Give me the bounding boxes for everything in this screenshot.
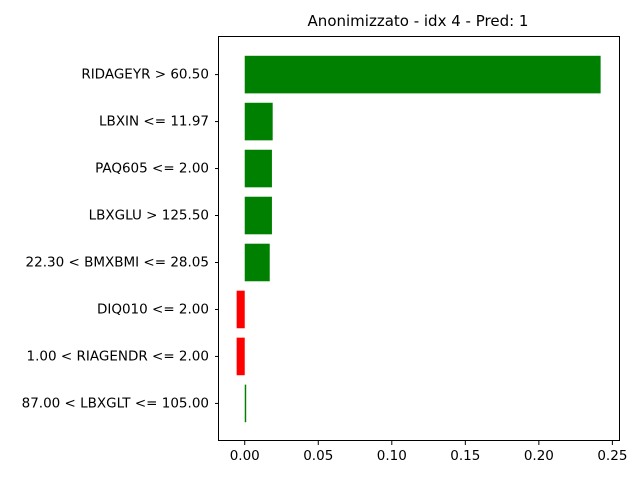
category-labels: RIDAGEYR > 60.50 LBXIN <= 11.97 PAQ605 <= … bbox=[22, 67, 219, 411]
category-label: 22.30 < BMXBMI <= 28.05 bbox=[26, 254, 209, 270]
bar-group bbox=[236, 55, 601, 423]
category-label: 1.00 < RIAGENDR <= 2.00 bbox=[27, 348, 209, 364]
category-label: LBXGLU > 125.50 bbox=[89, 208, 209, 224]
x-tick-label: 0.05 bbox=[303, 448, 333, 464]
x-tick-label: 0.25 bbox=[597, 448, 627, 464]
category-label: PAQ605 <= 2.00 bbox=[95, 161, 209, 177]
bar bbox=[236, 337, 245, 376]
bar bbox=[244, 149, 272, 188]
bar bbox=[244, 384, 247, 423]
bar bbox=[244, 196, 272, 235]
x-tick-label: 0.10 bbox=[377, 448, 407, 464]
category-label: LBXIN <= 11.97 bbox=[99, 114, 209, 130]
x-axis-ticks: 0.00 0.05 0.10 0.15 0.20 0.25 bbox=[230, 441, 627, 464]
bar bbox=[244, 243, 270, 282]
plot-frame bbox=[218, 36, 620, 441]
chart-title: Anonimizzato - idx 4 - Pred: 1 bbox=[308, 12, 529, 30]
category-label: RIDAGEYR > 60.50 bbox=[81, 67, 209, 83]
bar bbox=[244, 55, 601, 94]
bar bbox=[244, 102, 273, 141]
category-label: 87.00 < LBXGLT <= 105.00 bbox=[22, 395, 209, 411]
bar bbox=[236, 290, 245, 329]
x-tick-label: 0.00 bbox=[230, 448, 260, 464]
category-label: DIQ010 <= 2.00 bbox=[97, 301, 209, 317]
x-tick-label: 0.20 bbox=[524, 448, 554, 464]
x-tick-label: 0.15 bbox=[450, 448, 480, 464]
